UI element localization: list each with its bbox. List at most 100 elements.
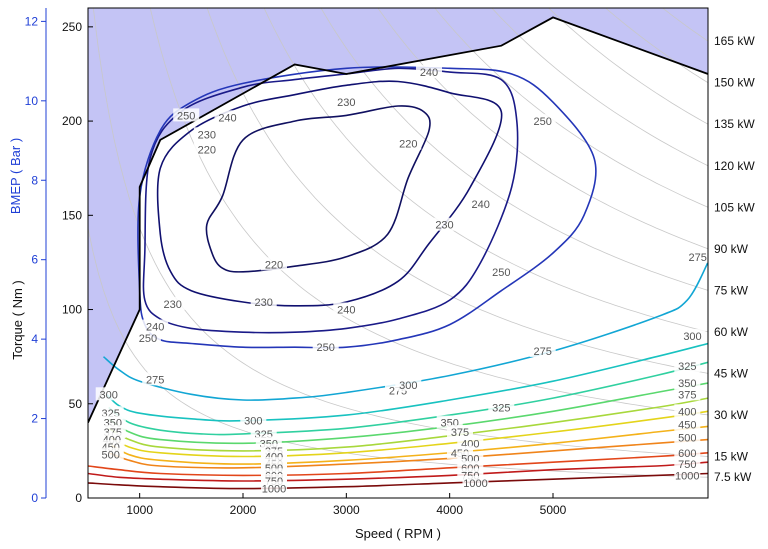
- x-tick-label: 1000: [126, 503, 153, 517]
- contour-label-bg: [333, 95, 360, 109]
- contour-label-bg: [462, 475, 489, 489]
- power-label: 60 kW: [714, 325, 749, 339]
- contour-label: 500: [678, 433, 696, 445]
- contour-label: 230: [164, 299, 182, 311]
- x-tick-label: 5000: [540, 503, 567, 517]
- y-tick-label: 200: [62, 114, 82, 128]
- contour-label-bg: [674, 445, 701, 459]
- contour-label-bg: [431, 217, 458, 231]
- contour-label-bg: [95, 387, 122, 401]
- power-line-120: [491, 8, 708, 167]
- contour-label: 240: [420, 67, 438, 79]
- contour-230: [156, 80, 503, 307]
- y-tick-label: 0: [75, 491, 82, 505]
- contour-label-bg: [674, 387, 701, 401]
- contour-label: 250: [139, 333, 157, 345]
- y-axis-title: Torque ( Nm ): [10, 280, 25, 359]
- contour-label: 350: [678, 378, 696, 390]
- contour-500: [108, 438, 708, 469]
- x-tick-label: 3000: [333, 503, 360, 517]
- contour-label: 300: [683, 331, 701, 343]
- bmep-tick-label: 12: [25, 14, 39, 28]
- contour-label-bg: [674, 376, 701, 389]
- power-label: 15 kW: [714, 450, 749, 464]
- contour-300: [106, 342, 708, 422]
- power-line-105: [434, 8, 708, 208]
- contour-label: 230: [198, 129, 216, 141]
- contour-375: [108, 397, 708, 452]
- max-torque-curve: [88, 16, 708, 423]
- bmep-tick-label: 8: [31, 173, 38, 187]
- contour-label-bg: [447, 425, 473, 438]
- contour-275: [102, 262, 708, 401]
- bmep-tick-label: 4: [31, 332, 38, 346]
- contour-label-bg: [97, 447, 124, 461]
- power-label: 90 kW: [714, 242, 749, 256]
- contour-label: 325: [678, 361, 696, 373]
- contour-label: 220: [198, 144, 216, 156]
- contour-label: 375: [451, 427, 469, 439]
- bmep-tick-label: 6: [31, 253, 38, 267]
- bmep-axis-title: BMEP ( Bar ): [8, 138, 23, 214]
- contour-label-bg: [142, 319, 169, 333]
- contour-label: 240: [218, 112, 236, 124]
- power-line-45: [206, 8, 708, 374]
- power-label: 150 kW: [714, 76, 755, 90]
- contour-label-bg: [674, 417, 701, 431]
- contour-label: 275: [146, 374, 164, 386]
- contour-250: [137, 66, 597, 349]
- contour-label-bg: [395, 136, 422, 150]
- contour-label-bg: [529, 344, 556, 357]
- contour-label-bg: [488, 264, 515, 278]
- contour-label-bg: [312, 340, 339, 354]
- contour-label-bg: [333, 302, 360, 316]
- contour-1000: [88, 472, 708, 490]
- power-line-135: [548, 8, 708, 125]
- contour-label-bg: [395, 377, 422, 391]
- contour-label: 600: [678, 448, 696, 460]
- contour-label: 1000: [463, 478, 487, 490]
- contour-label-bg: [674, 404, 701, 418]
- contour-label-bg: [193, 142, 220, 156]
- contour-label: 275: [534, 346, 552, 358]
- contour-label-bg: [173, 108, 200, 122]
- contour-600: [88, 452, 708, 477]
- x-tick-label: 2000: [230, 503, 257, 517]
- contour-label-bg: [142, 372, 169, 386]
- power-label: 105 kW: [714, 200, 755, 214]
- contour-label: 250: [492, 267, 510, 279]
- power-label: 120 kW: [714, 159, 755, 173]
- x-tick-label: 4000: [436, 503, 463, 517]
- contour-label-bg: [684, 249, 708, 263]
- power-label: 75 kW: [714, 283, 749, 297]
- contour-label-bg: [159, 296, 186, 310]
- contour-750: [88, 461, 708, 482]
- y-tick-label: 150: [62, 208, 82, 222]
- power-label: 165 kW: [714, 34, 755, 48]
- contour-label: 220: [265, 259, 283, 271]
- contour-label-bg: [467, 197, 494, 210]
- contour-label: 230: [435, 220, 453, 232]
- y-tick-label: 250: [62, 20, 82, 34]
- contour-220: [205, 105, 431, 273]
- contour-label: 300: [244, 416, 262, 428]
- contour-450: [108, 425, 708, 465]
- power-line-75: [320, 8, 708, 291]
- contour-label: 300: [399, 380, 417, 392]
- contour-label: 450: [678, 420, 696, 432]
- contour-label-bg: [134, 330, 161, 344]
- contour-label: 400: [678, 406, 696, 418]
- contour-label-bg: [261, 481, 287, 495]
- contour-label: 250: [534, 116, 552, 128]
- contour-label-bg: [674, 468, 701, 482]
- contour-label-bg: [214, 110, 241, 124]
- plot-frame: [87, 7, 709, 499]
- contour-label-bg: [240, 413, 267, 427]
- bmep-tick-label: 0: [31, 491, 38, 505]
- contour-label: 230: [337, 97, 355, 109]
- bmep-tick-label: 10: [25, 94, 39, 108]
- power-line-90: [377, 8, 708, 250]
- contour-label-bg: [488, 400, 515, 414]
